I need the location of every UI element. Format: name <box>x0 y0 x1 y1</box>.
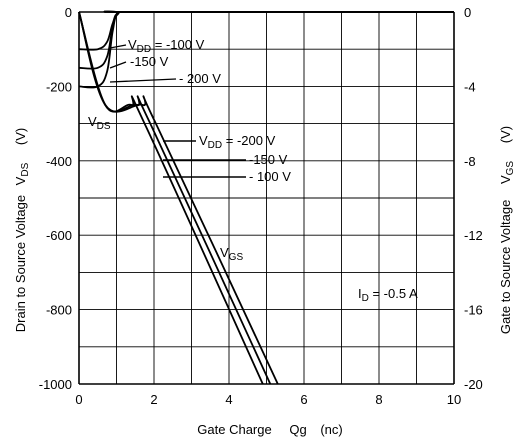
y-left-tick-label: -1000 <box>39 377 72 392</box>
y-right-tick-label: -16 <box>464 303 483 318</box>
series-layer <box>78 10 455 385</box>
vds-legend-item: VDD = -100 V <box>128 37 205 55</box>
x-tick-label: 4 <box>225 392 232 407</box>
ticks: 0 2 4 6 8 100-200-400-600-800-10000-4-8-12-16… <box>39 5 483 407</box>
vgs-curve-label: VGS <box>220 245 243 263</box>
y-left-tick-label: -200 <box>46 79 72 94</box>
vgs-legend-item: VDD = -200 V <box>199 133 276 151</box>
y-right-tick-label: -20 <box>464 377 483 392</box>
y-left-tick-label: -400 <box>46 154 72 169</box>
x-tick-label: 0 <box>75 392 82 407</box>
y-right-tick-label: -4 <box>464 79 476 94</box>
condition-label: ID = -0.5 A <box>358 286 418 304</box>
x-tick-label: 2 <box>150 392 157 407</box>
x-axis-label: Gate Charge Qg (nc) <box>197 422 342 437</box>
vgs-legend: VDD = -200 V -150 V - 100 V <box>163 133 291 184</box>
x-tick-label: 8 <box>375 392 382 407</box>
y-right-tick-label: -8 <box>464 154 476 169</box>
vds-legend-leader <box>109 61 127 69</box>
y-left-tick-label: -600 <box>46 228 72 243</box>
vds-series-line-vdd-200 <box>78 10 455 89</box>
vds-legend: VDD = -100 V -150 V - 200 V <box>109 37 221 86</box>
vgs-series-line-vdd-100 <box>78 11 279 385</box>
y-right-tick-label: -12 <box>464 228 483 243</box>
y-axis-right-label: Gate to Source Voltage VGS (V) <box>498 126 516 334</box>
y-left-tick-label: -800 <box>46 303 72 318</box>
vgs-legend-item: -150 V <box>249 152 288 167</box>
vgs-legend-item: - 100 V <box>249 169 291 184</box>
y-right-tick-label: 0 <box>464 5 471 20</box>
y-axis-left-label: Drain to Source Voltage VDS (V) <box>13 128 31 332</box>
vds-curve-label: VDS <box>88 114 111 132</box>
vds-legend-leader <box>109 78 177 83</box>
vds-legend-leader <box>109 44 127 49</box>
x-tick-label: 10 <box>447 392 461 407</box>
vds-legend-item: -150 V <box>130 54 169 69</box>
x-tick-label: 6 <box>300 392 307 407</box>
grid <box>78 11 455 385</box>
y-left-tick-label: 0 <box>65 5 72 20</box>
vds-legend-item: - 200 V <box>179 71 221 86</box>
